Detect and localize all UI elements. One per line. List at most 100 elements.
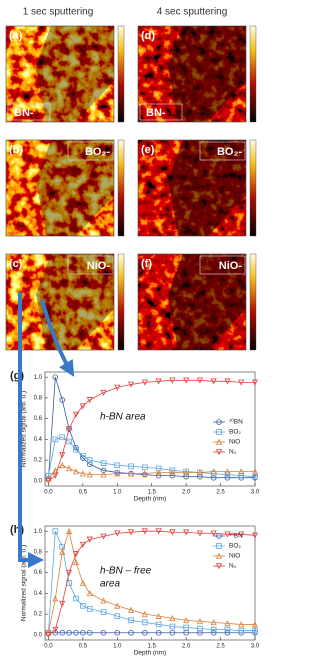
data-point: [52, 472, 59, 479]
data-point: [238, 531, 245, 538]
map-panels: (a) BN- (b) BO₂- (c) NiO- (d) BN- (e) BO₂- (f) NiO-: [5, 25, 257, 351]
data-point: [141, 470, 148, 477]
map-frame: [5, 25, 115, 123]
data-point: [86, 606, 93, 612]
data-point: [183, 377, 190, 384]
data-point: [183, 617, 190, 624]
legend-marker: [215, 552, 223, 559]
data-point: [66, 426, 73, 433]
data-point: [210, 626, 217, 633]
legend-marker: [216, 429, 222, 435]
species-label: BN-: [14, 107, 34, 119]
panel-label: (c): [9, 258, 23, 270]
data-point: [73, 629, 79, 636]
x-axis-label: Depth (nm): [134, 650, 167, 656]
data-point: [66, 527, 73, 534]
map-panel: (e) BO₂-: [137, 139, 257, 237]
data-point: [197, 473, 203, 480]
y-tick-label: 0.6: [34, 416, 43, 422]
column-header: 4 sec sputtering: [157, 7, 228, 18]
map-image: [6, 254, 114, 350]
data-point: [52, 595, 59, 602]
map-frame: [137, 139, 247, 237]
y-tick-label: 0.0: [34, 632, 43, 638]
data-point: [114, 470, 121, 477]
data-point: [59, 548, 66, 555]
legend-label: BO₂: [229, 543, 241, 550]
x-tick-label: 0.0: [44, 644, 53, 650]
data-point: [224, 471, 231, 478]
data-point: [183, 468, 189, 475]
data-point: [100, 609, 107, 615]
data-point: [128, 629, 134, 636]
x-tick-label: 1.5: [148, 490, 157, 496]
y-axis-label: Normalized signal (arb. u.): [21, 545, 28, 621]
data-point: [79, 403, 86, 410]
y-tick-label: 0.2: [34, 612, 43, 618]
data-point: [59, 452, 66, 459]
data-point: [86, 590, 93, 597]
data-point: [142, 629, 148, 636]
figure: 1 sec sputtering 4 sec sputtering (a) BN-…: [5, 7, 260, 656]
data-point: [251, 468, 259, 475]
data-point: [251, 621, 259, 628]
data-point: [224, 531, 231, 538]
arrow: [40, 299, 75, 377]
data-point: [169, 623, 176, 630]
x-tick-label: 1.0: [113, 490, 122, 496]
species-label: NiO-: [87, 260, 111, 272]
data-point: [80, 603, 86, 609]
data-point: [238, 472, 245, 479]
annotation: h-BN – free: [100, 566, 152, 577]
data-point: [52, 436, 59, 443]
data-point: [252, 627, 258, 634]
data-point: [196, 469, 203, 476]
panel-label: (f): [141, 258, 152, 270]
map-frame: [5, 139, 115, 237]
data-point: [155, 629, 162, 636]
series-line: [48, 379, 255, 482]
data-point: [100, 460, 107, 466]
data-point: [66, 629, 72, 636]
legend-marker: [216, 533, 222, 539]
data-point: [155, 378, 162, 385]
annotation: area: [100, 579, 120, 590]
data-point: [59, 600, 66, 608]
data-point: [224, 629, 231, 636]
data-point: [169, 614, 176, 622]
data-point: [79, 470, 86, 477]
data-point: [100, 471, 107, 478]
data-point: [66, 569, 73, 576]
species-label: BO₂-: [85, 146, 110, 158]
map-panel: (c) NiO-: [5, 253, 125, 351]
plot-frame: [44, 371, 256, 487]
map-image: [6, 26, 114, 122]
legend-label: ¹⁰BN: [229, 418, 243, 426]
data-point: [128, 617, 134, 624]
data-point: [114, 469, 121, 476]
data-point: [210, 468, 217, 475]
data-point: [128, 463, 134, 470]
data-point: [114, 613, 121, 619]
data-point: [72, 411, 80, 418]
data-point: [169, 629, 176, 636]
dark-region: [168, 254, 246, 350]
colorbar: [117, 253, 125, 351]
arrows: [18, 292, 75, 568]
dark-region: [36, 254, 114, 350]
legend-label: NiO: [229, 439, 240, 446]
dark-region: [36, 140, 114, 236]
data-point: [100, 597, 107, 604]
data-point: [86, 397, 93, 404]
legend-label: N₂: [229, 563, 237, 570]
data-point: [210, 629, 217, 636]
legend-marker: [216, 543, 222, 549]
data-point: [86, 536, 93, 543]
y-tick-label: 1.0: [34, 529, 43, 535]
y-tick-label: 0.8: [34, 395, 43, 401]
charts: 0.0 0.5 1.0 1.5 2.0 2.5 3.0 0.0 0.2 0.4 0.6 0.8 1.0 D…: [10, 370, 260, 656]
data-point: [155, 612, 162, 619]
chart-label: (h): [10, 524, 24, 536]
data-point: [45, 632, 52, 639]
